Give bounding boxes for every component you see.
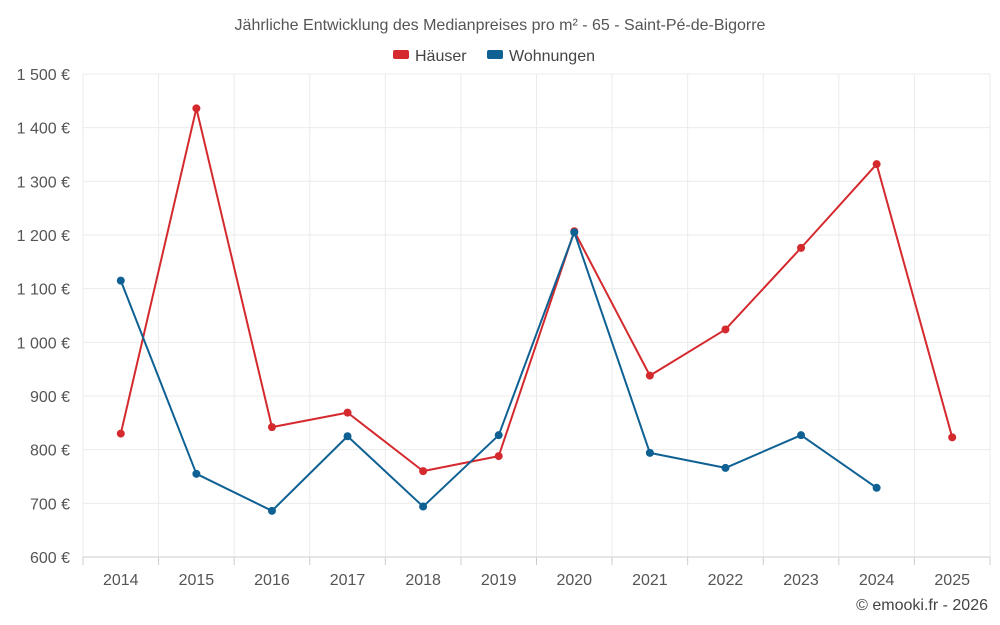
y-tick-label: 900 € (30, 389, 70, 406)
data-point-haeuser (721, 325, 730, 334)
data-point-wohnungen (797, 431, 806, 440)
data-point-wohnungen (570, 228, 579, 237)
data-point-haeuser (645, 371, 654, 380)
data-point-wohnungen (721, 463, 730, 472)
y-tick-label: 1 100 € (17, 282, 70, 299)
series-line-haeuser (119, 107, 954, 473)
x-tick-label: 2024 (859, 572, 895, 589)
data-point-haeuser (116, 429, 125, 438)
data-point-wohnungen (116, 276, 125, 285)
y-tick-label: 800 € (30, 443, 70, 460)
data-point-haeuser (872, 160, 881, 169)
y-tick-label: 700 € (30, 496, 70, 513)
legend-label-haeuser: Häuser (415, 48, 467, 65)
data-point-haeuser (343, 408, 352, 417)
data-point-wohnungen (494, 431, 503, 440)
x-axis: 2014 2015 2016 2017 2018 2019 2020 2021 2022 2023… (82, 557, 991, 589)
data-point-wohnungen (419, 502, 428, 511)
y-tick-label: 1 000 € (17, 335, 70, 352)
data-point-wohnungen (872, 483, 881, 492)
y-tick-label: 1 200 € (17, 228, 70, 245)
grid (82, 73, 991, 558)
legend-label-wohnungen: Wohnungen (509, 48, 595, 65)
data-point-haeuser (192, 104, 201, 113)
x-tick-label: 2022 (708, 572, 744, 589)
x-tick-label: 2017 (330, 572, 366, 589)
data-point-haeuser (797, 243, 806, 252)
x-tick-label: 2016 (254, 572, 290, 589)
chart-title: Jährliche Entwicklung des Medianpreises … (235, 17, 766, 34)
legend-swatch-wohnungen (487, 50, 503, 59)
x-tick-label: 2025 (934, 572, 970, 589)
x-tick-label: 2021 (632, 572, 668, 589)
x-tick-label: 2014 (103, 572, 139, 589)
legend-swatch-haeuser (393, 50, 409, 59)
x-tick-label: 2019 (481, 572, 517, 589)
data-point-haeuser (267, 423, 276, 432)
y-tick-label: 1 400 € (17, 121, 70, 138)
y-tick-label: 1 500 € (17, 67, 70, 84)
data-point-haeuser (948, 433, 957, 442)
x-tick-label: 2015 (179, 572, 215, 589)
data-point-haeuser (419, 467, 428, 476)
x-tick-label: 2020 (556, 572, 592, 589)
data-point-wohnungen (267, 506, 276, 515)
y-tick-label: 600 € (30, 550, 70, 567)
data-point-haeuser (494, 452, 503, 461)
data-point-wohnungen (343, 432, 352, 441)
data-point-wohnungen (192, 469, 201, 478)
y-axis: 600 € 700 € 800 € 900 € 1 000 € 1 100 € 1 200 … (17, 67, 70, 567)
data-point-wohnungen (645, 448, 654, 457)
series-layer (116, 104, 957, 515)
x-tick-label: 2018 (405, 572, 441, 589)
x-tick-label: 2023 (783, 572, 819, 589)
y-tick-label: 1 300 € (17, 174, 70, 191)
legend: Häuser Wohnungen (393, 48, 595, 65)
credit-text: © emooki.fr - 2026 (856, 597, 988, 614)
